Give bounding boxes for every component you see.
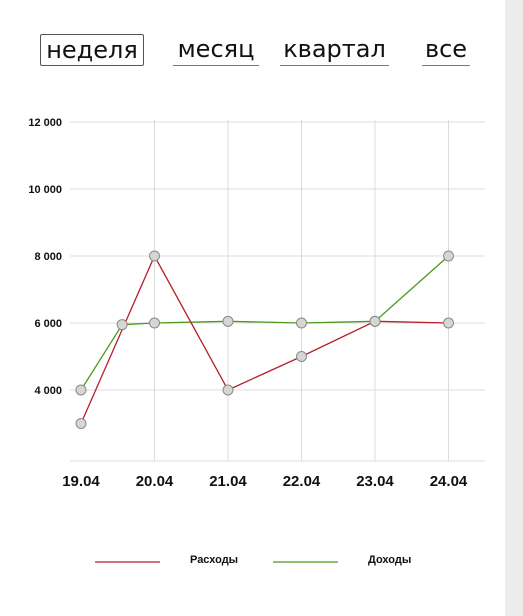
x-tick-label: 23.04	[356, 473, 394, 490]
data-point-expenses[interactable]	[296, 351, 307, 362]
y-tick-label: 10 000	[28, 184, 62, 196]
y-tick-label: 4 000	[34, 385, 62, 397]
tab-month[interactable]: месяц	[173, 34, 259, 66]
tab-all[interactable]: все	[422, 34, 470, 66]
y-tick-label: 6 000	[34, 318, 62, 330]
x-tick-label: 21.04	[209, 473, 247, 490]
series-line-expenses	[80, 254, 449, 424]
data-point-income[interactable]	[369, 315, 381, 327]
data-point-income[interactable]	[296, 317, 307, 329]
x-tick-label: 24.04	[430, 473, 468, 490]
chart-tick-labels: 12 000 10 000 8 000 6 000 4 000 19.04 20.04 21.…	[28, 117, 468, 490]
data-point-expenses[interactable]	[443, 317, 454, 329]
data-point-income[interactable]	[222, 315, 234, 327]
tab-quarter[interactable]: квартал	[280, 34, 389, 66]
legend-label-income: Доходы	[368, 554, 411, 566]
data-point-income[interactable]	[149, 317, 160, 329]
y-tick-label: 8 000	[34, 251, 62, 263]
chart-card: неделя месяц квартал все 12 000 10 000 8 0…	[0, 0, 505, 616]
chart-markers	[75, 250, 454, 429]
data-point-expenses[interactable]	[75, 418, 87, 429]
x-tick-label: 20.04	[136, 473, 174, 490]
data-point-income[interactable]	[116, 319, 128, 331]
period-tabs: неделя месяц квартал все	[0, 0, 505, 80]
data-point-income[interactable]	[75, 384, 87, 396]
data-point-income[interactable]	[443, 250, 454, 262]
y-tick-label: 12 000	[28, 117, 62, 129]
tab-week[interactable]: неделя	[40, 34, 144, 66]
x-tick-label: 19.04	[62, 473, 100, 490]
chart-series	[80, 254, 449, 424]
x-tick-label: 22.04	[283, 473, 321, 490]
legend-label-expenses: Расходы	[190, 554, 238, 566]
data-point-expenses[interactable]	[222, 384, 234, 396]
chart-legend: Расходы Доходы	[95, 554, 411, 566]
data-point-expenses[interactable]	[149, 250, 160, 262]
line-chart: 12 000 10 000 8 000 6 000 4 000 19.04 20.04 21.…	[28, 117, 485, 566]
chart-grid	[70, 120, 485, 462]
